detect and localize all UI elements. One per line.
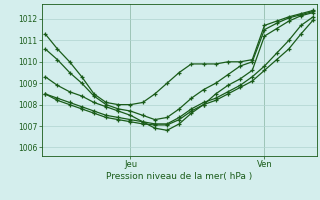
X-axis label: Pression niveau de la mer( hPa ): Pression niveau de la mer( hPa )	[106, 172, 252, 181]
